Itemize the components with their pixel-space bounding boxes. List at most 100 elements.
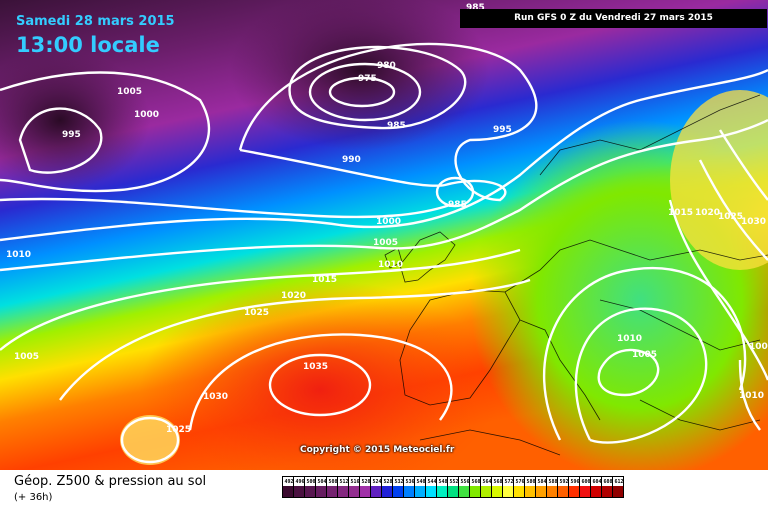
scale-swatch xyxy=(525,486,535,497)
isobar-label: 1025 xyxy=(718,212,743,222)
scale-swatch xyxy=(404,486,414,497)
copyright-text: Copyright © 2015 Meteociel.fr xyxy=(300,445,455,455)
isobar-label: 1020 xyxy=(695,208,720,218)
isobar-label: 980 xyxy=(377,61,396,71)
scale-label: 580 xyxy=(526,479,536,485)
scale-swatch xyxy=(470,486,480,497)
scale-swatch xyxy=(316,486,326,497)
scale-label: 576 xyxy=(515,479,525,485)
isobar-label: 975 xyxy=(358,74,377,84)
geopotential-map: 985 1005 1000 995 980 975 985 990 995 98… xyxy=(0,0,768,470)
scale-swatch xyxy=(349,486,359,497)
coastlines xyxy=(384,94,768,456)
isobar-label: 1035 xyxy=(303,362,328,372)
scale-label: 512 xyxy=(339,479,349,485)
scale-swatch xyxy=(426,486,436,497)
scale-label: 600 xyxy=(581,479,591,485)
isobar-label: 1000 xyxy=(749,342,768,352)
isobar-label: 1000 xyxy=(134,110,159,120)
model-run-label: Run GFS 0 Z du Vendredi 27 mars 2015 xyxy=(460,9,767,28)
forecast-date: Samedi 28 mars 2015 xyxy=(16,14,175,29)
scale-swatch xyxy=(613,486,623,497)
isobar-label: 985 xyxy=(387,121,406,131)
forecast-time: 13:00 locale xyxy=(16,33,160,57)
scale-swatch xyxy=(569,486,579,497)
isobar-label: 1015 xyxy=(668,208,693,218)
isobar-label: 985 xyxy=(448,200,467,210)
scale-swatch xyxy=(448,486,458,497)
isobar-label: 1005 xyxy=(14,352,39,362)
scale-label: 612 xyxy=(614,479,624,485)
scale-label: 608 xyxy=(603,479,613,485)
scale-label: 524 xyxy=(372,479,382,485)
isobar-label: 995 xyxy=(493,125,512,135)
scale-swatch xyxy=(536,486,546,497)
isobar-label: 1005 xyxy=(117,87,142,97)
scale-swatch xyxy=(327,486,337,497)
scale-label: 552 xyxy=(449,479,459,485)
scale-swatch xyxy=(382,486,392,497)
scale-label: 520 xyxy=(361,479,371,485)
scale-label: 596 xyxy=(570,479,580,485)
scale-label: 556 xyxy=(460,479,470,485)
scale-label: 508 xyxy=(328,479,338,485)
scale-swatch xyxy=(393,486,403,497)
scale-swatch xyxy=(459,486,469,497)
scale-swatch xyxy=(437,486,447,497)
scale-label: 560 xyxy=(471,479,481,485)
scale-swatch xyxy=(580,486,590,497)
isobar-label: 1010 xyxy=(617,334,642,344)
isobar-label: 1015 xyxy=(312,275,337,285)
isobar-label: 995 xyxy=(62,130,81,140)
scale-label: 536 xyxy=(405,479,415,485)
scale-cell: 612 xyxy=(612,476,624,498)
scale-label: 504 xyxy=(317,479,327,485)
legend-subtitle: (+ 36h) xyxy=(14,492,53,503)
isobar-label: 1025 xyxy=(244,308,269,318)
isobar-label: 985 xyxy=(466,3,485,13)
isobar-label: 1020 xyxy=(281,291,306,301)
scale-swatch xyxy=(558,486,568,497)
scale-label: 500 xyxy=(306,479,316,485)
isobar-label: 990 xyxy=(342,155,361,165)
isobar-label: 1005 xyxy=(632,350,657,360)
scale-swatch xyxy=(514,486,524,497)
scale-label: 584 xyxy=(537,479,547,485)
scale-swatch xyxy=(294,486,304,497)
scale-swatch xyxy=(492,486,502,497)
scale-label: 492 xyxy=(284,479,294,485)
scale-label: 588 xyxy=(548,479,558,485)
scale-swatch xyxy=(481,486,491,497)
isobar-label: 1000 xyxy=(376,217,401,227)
isobar-label: 1030 xyxy=(741,217,766,227)
isobar-label: 1010 xyxy=(739,391,764,401)
scale-label: 604 xyxy=(592,479,602,485)
scale-swatch xyxy=(591,486,601,497)
isobar-label-layer: 985 1005 1000 995 980 975 985 990 995 98… xyxy=(6,3,768,435)
isobar-label: 1005 xyxy=(373,238,398,248)
scale-swatch xyxy=(338,486,348,497)
isobars xyxy=(0,42,768,464)
scale-label: 568 xyxy=(493,479,503,485)
isobar-label: 1010 xyxy=(378,260,403,270)
scale-swatch xyxy=(283,486,293,497)
isobar-label: 1030 xyxy=(203,392,228,402)
scale-swatch xyxy=(360,486,370,497)
scale-label: 528 xyxy=(383,479,393,485)
scale-swatch xyxy=(371,486,381,497)
scale-label: 496 xyxy=(295,479,305,485)
scale-swatch xyxy=(415,486,425,497)
scale-label: 540 xyxy=(416,479,426,485)
scale-label: 572 xyxy=(504,479,514,485)
scale-label: 564 xyxy=(482,479,492,485)
scale-label: 532 xyxy=(394,479,404,485)
scale-label: 592 xyxy=(559,479,569,485)
scale-swatch xyxy=(503,486,513,497)
anticyclone-zone xyxy=(140,280,500,470)
scale-swatch xyxy=(305,486,315,497)
scale-label: 548 xyxy=(438,479,448,485)
scale-label: 516 xyxy=(350,479,360,485)
legend-title: Géop. Z500 & pression au sol xyxy=(14,474,207,489)
isobar-label: 1010 xyxy=(6,250,31,260)
